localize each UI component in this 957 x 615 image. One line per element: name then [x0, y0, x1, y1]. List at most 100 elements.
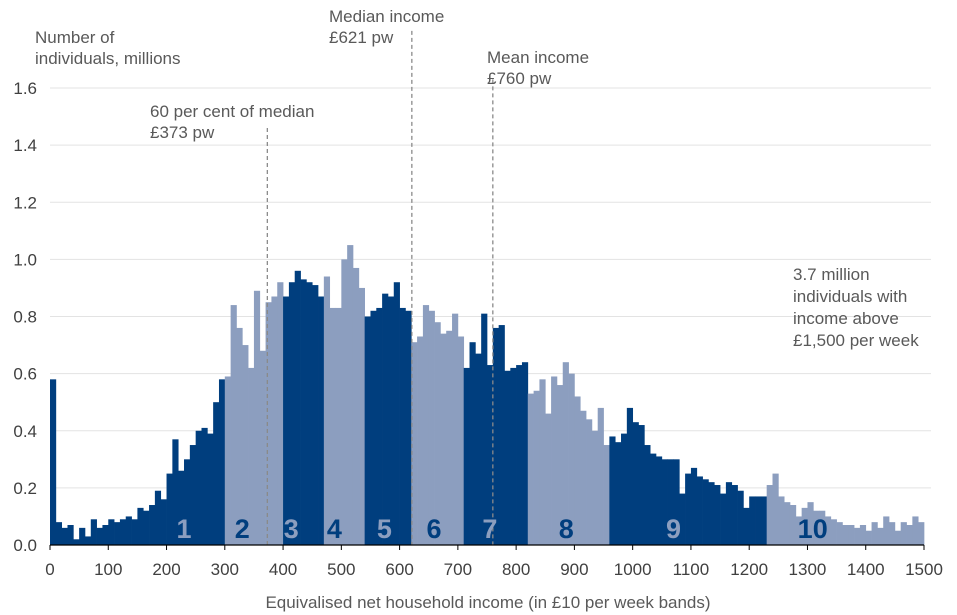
bar-1370 [848, 525, 855, 545]
x-tick-label-500: 500 [327, 560, 355, 579]
bar-320 [236, 327, 243, 545]
x-tick-label-200: 200 [152, 560, 180, 579]
bar-580 [387, 296, 395, 545]
bar-390 [277, 282, 284, 545]
bar-1410 [871, 522, 878, 545]
bar-10 [55, 522, 63, 545]
bar-1000 [632, 422, 639, 545]
bar-1110 [696, 476, 703, 545]
bar-750 [487, 365, 494, 545]
bar-1460 [900, 522, 907, 545]
y-tick-label-2: 0.4 [13, 422, 37, 441]
top-income-annotation-line-3: income above [793, 309, 899, 328]
bar-120 [119, 519, 127, 545]
bar-510 [347, 245, 354, 545]
bar-210 [172, 439, 179, 545]
reference-lines [266, 30, 494, 545]
bar-630 [417, 336, 424, 545]
bar-870 [556, 385, 564, 545]
x-tick-label-700: 700 [444, 560, 472, 579]
y-tick-label-5: 1.0 [13, 250, 37, 269]
y-axis-label-line-2: individuals, millions [35, 49, 181, 68]
bar-250 [195, 430, 202, 545]
bar-310 [230, 305, 237, 545]
bar-500 [341, 259, 348, 545]
bar-1380 [854, 527, 861, 545]
bar-1090 [685, 473, 692, 545]
x-tick-label-300: 300 [211, 560, 239, 579]
median-income-label-line-2: £621 pw [329, 28, 394, 47]
x-tick-label-1300: 1300 [789, 560, 827, 579]
sixty-percent-median-label-line-2: £373 pw [150, 123, 215, 142]
bar-950 [603, 445, 610, 545]
bar-820 [527, 393, 534, 545]
bar-780 [504, 370, 511, 545]
bar-930 [591, 430, 599, 545]
bar-670 [440, 333, 447, 545]
bar-990 [626, 407, 634, 545]
decile-label-8: 8 [559, 514, 574, 544]
top-income-annotation-line-4: £1,500 per week [793, 331, 919, 350]
bar-1430 [883, 516, 890, 545]
bar-1340 [830, 519, 837, 545]
decile-labels: 1 2 3 4 5 6 7 8 9 10 [176, 514, 827, 544]
bar-860 [551, 376, 558, 545]
bar-550 [370, 310, 377, 545]
bar-720 [469, 342, 476, 545]
x-tick-label-1000: 1000 [614, 560, 652, 579]
mean-income-label-line-2: £760 pw [487, 69, 552, 88]
bar-1290 [801, 507, 808, 545]
bar-1030 [650, 453, 657, 545]
bar-280 [213, 402, 220, 545]
bar-1480 [912, 516, 919, 545]
bar-200 [166, 473, 173, 545]
bar-1220 [760, 496, 768, 545]
bar-590 [393, 282, 400, 545]
bar-230 [184, 459, 191, 545]
bar-690 [452, 313, 459, 545]
bar-1180 [737, 490, 744, 545]
bar-1260 [784, 502, 791, 545]
decile-label-9: 9 [666, 514, 681, 544]
bar-1320 [819, 510, 826, 545]
bar-970 [615, 442, 622, 545]
bar-800 [516, 365, 523, 545]
bar-530 [358, 287, 365, 545]
bar-650 [428, 310, 435, 545]
bar-300 [224, 376, 231, 545]
bar-600 [399, 307, 406, 545]
bar-110 [114, 522, 121, 545]
x-axis-label: Equivalised net household income (in £10… [265, 593, 710, 612]
bar-1060 [667, 459, 674, 545]
bar-290 [218, 379, 226, 545]
x-tick-label-400: 400 [269, 560, 297, 579]
mean-income-label-line-1: Mean income [487, 48, 589, 67]
bar-920 [586, 419, 593, 545]
bar-1400 [865, 530, 872, 545]
bar-1010 [638, 425, 645, 545]
bar-170 [149, 505, 156, 545]
sixty-percent-median-label-line-1: 60 per cent of median [150, 102, 314, 121]
bar-570 [382, 293, 389, 545]
bar-480 [329, 307, 336, 545]
y-tick-label-0: 0.0 [13, 536, 37, 555]
bar-730 [475, 353, 482, 545]
bar-100 [108, 519, 115, 545]
bar-1140 [714, 485, 721, 545]
bar-760 [492, 327, 500, 545]
bar-770 [498, 325, 505, 545]
bar-1250 [778, 496, 785, 545]
bar-90 [102, 525, 109, 545]
bar-940 [597, 407, 604, 545]
bar-1120 [702, 479, 709, 545]
x-tick-label-1100: 1100 [673, 560, 710, 579]
x-tick-label-1200: 1200 [730, 560, 768, 579]
bar-430 [300, 279, 307, 545]
bar-270 [207, 433, 214, 545]
y-tick-label-6: 1.2 [13, 193, 37, 212]
bar-370 [265, 302, 272, 545]
bar-1020 [644, 445, 651, 545]
decile-label-3: 3 [284, 514, 299, 544]
decile-label-2: 2 [235, 514, 250, 544]
bar-1300 [807, 502, 814, 545]
